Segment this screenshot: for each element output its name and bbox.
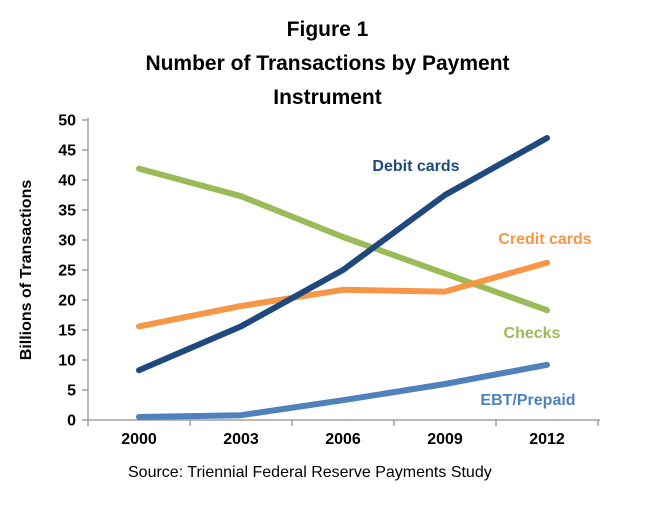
- y-tick-label: 0: [67, 413, 76, 430]
- series-line-checks: [136, 165, 550, 314]
- series-label-debit-cards: Debit cards: [372, 158, 459, 175]
- plot-area: Billions of Transactions 0 5 10 15 20 25 30 35 4…: [18, 113, 600, 448]
- series-label-checks: Checks: [504, 325, 561, 342]
- y-tick-label: 5: [67, 383, 76, 400]
- y-tick-label: 50: [58, 113, 76, 130]
- x-tick-label: 2000: [121, 431, 157, 448]
- y-tick-label: 20: [58, 293, 76, 310]
- series-label-ebt-prepaid: EBT/Prepaid: [480, 392, 575, 409]
- y-tick-label: 25: [58, 263, 76, 280]
- chart-title-line-3: Instrument: [273, 86, 382, 109]
- y-tick-label: 15: [58, 323, 76, 340]
- x-tick-label: 2006: [325, 431, 361, 448]
- series-line-ebt-prepaid: [136, 361, 550, 420]
- chart-title: Figure 1 Number of Transactions by Payme…: [0, 13, 655, 115]
- chart-title-line-1: Figure 1: [286, 18, 369, 41]
- series-label-credit-cards: Credit cards: [498, 231, 591, 248]
- series-line-debit-cards: [136, 135, 550, 374]
- y-tick-label: 45: [58, 143, 76, 160]
- source-note: Source: Triennial Federal Reserve Paymen…: [128, 464, 492, 481]
- chart-dynamic-layer: 0 5 10 15 20 25 30 35 40 45 50 2000 2003 2006 2009 2012…: [58, 113, 599, 448]
- y-tick-label: 40: [58, 173, 76, 190]
- y-axis-title: Billions of Transactions: [18, 180, 35, 361]
- series-line-credit-cards: [136, 259, 550, 330]
- y-tick-label: 10: [58, 353, 76, 370]
- x-tick-label: 2012: [529, 431, 565, 448]
- x-tick-label: 2009: [427, 431, 463, 448]
- y-tick-label: 35: [58, 203, 76, 220]
- chart-title-line-2: Number of Transactions by Payment: [145, 52, 510, 75]
- y-tick-label: 30: [58, 233, 76, 250]
- x-tick-label: 2003: [223, 431, 259, 448]
